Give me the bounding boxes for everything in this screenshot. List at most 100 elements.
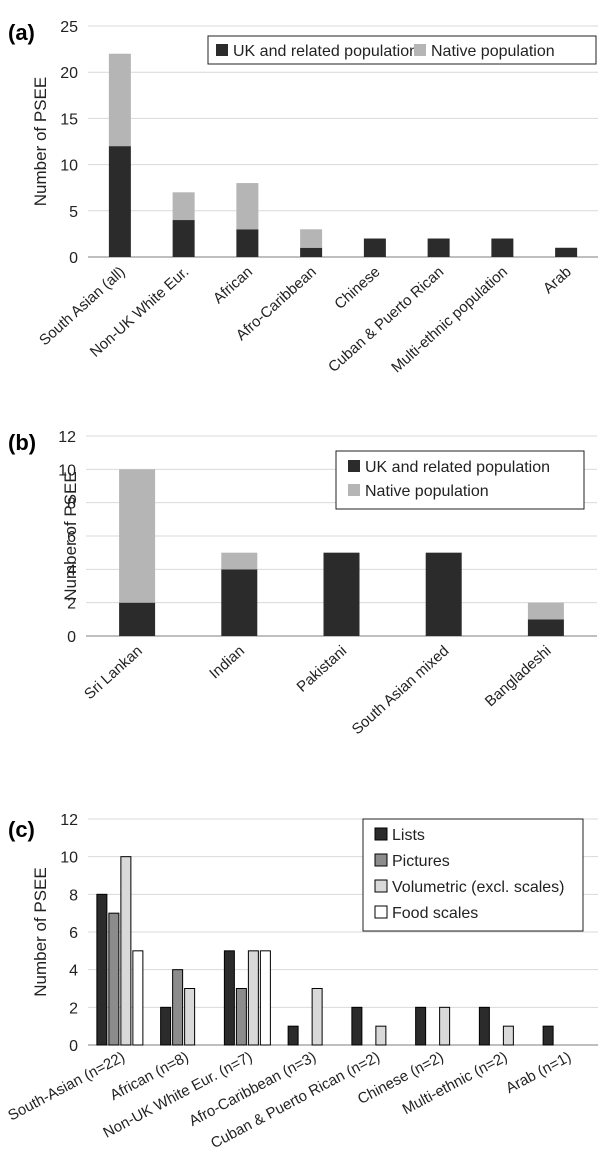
- legend-swatch: [414, 44, 426, 56]
- bar-native-0: [119, 469, 156, 603]
- bar-native-3: [300, 229, 323, 248]
- y-tick-label: 12: [60, 812, 78, 829]
- bar-uk-related-1: [221, 569, 258, 636]
- bar-volumetric-5: [439, 1006, 451, 1046]
- legend-a: UK and related population Native populati…: [207, 35, 597, 65]
- bar-uk-related-2: [323, 552, 360, 636]
- legend-box: [207, 35, 597, 65]
- y-tick-label: 10: [60, 158, 78, 175]
- y-tick-label: 5: [69, 204, 78, 221]
- bar-pictures-0: [108, 912, 120, 1046]
- bar-uk-related-7: [555, 247, 578, 257]
- bar-uk-related-3: [425, 552, 462, 636]
- y-tick-label: 12: [58, 429, 76, 446]
- x-tick-label: Chinese: [331, 263, 383, 312]
- panel-label-c: (c): [8, 817, 35, 842]
- legend-swatch: [348, 484, 360, 496]
- bar-volumetric-1: [184, 988, 196, 1046]
- x-tick-label: South Asian mixed: [349, 642, 453, 738]
- bar-lists-1: [160, 1006, 172, 1046]
- y-axis-title: Number of PSEE: [61, 471, 80, 600]
- legend-label: Food scales: [392, 905, 478, 922]
- x-tick-label: Pakistani: [294, 642, 351, 695]
- legend-b: UK and related population Native populati…: [335, 450, 585, 510]
- legend-label: Pictures: [392, 853, 450, 870]
- chart-panel-b: (b) 0 2 4 6 8 10 12 Number of PSEE Sri Lankan Indi…: [8, 429, 597, 738]
- bar-native-1: [221, 552, 258, 570]
- y-tick-label: 4: [67, 562, 76, 579]
- bar-food-0: [132, 950, 144, 1046]
- bar-uk-related-6: [491, 238, 514, 257]
- bar-volumetric-4: [375, 1025, 387, 1046]
- bar-uk-related-3: [300, 247, 323, 257]
- x-tick-label: African: [210, 263, 256, 307]
- bar-uk-related-4: [527, 619, 564, 636]
- legend-swatch: [374, 905, 388, 919]
- bar-native-4: [527, 602, 564, 620]
- legend-label: Volumetric (excl. scales): [392, 879, 565, 896]
- bar-volumetric-2: [247, 950, 259, 1046]
- x-tick-label: Multi-ethnic population: [388, 263, 511, 376]
- y-tick-label: 25: [60, 19, 78, 36]
- x-tick-label: Arab (n=1): [503, 1049, 574, 1097]
- y-tick-label: 20: [60, 65, 78, 82]
- y-tick-label: 4: [69, 963, 78, 980]
- x-tick-label: South-Asian (n=22): [5, 1049, 127, 1125]
- bar-pictures-2: [235, 988, 247, 1046]
- x-tick-label: Bangladeshi: [482, 642, 555, 710]
- legend-label: UK and related population: [365, 459, 550, 476]
- y-tick-label: 10: [60, 850, 78, 867]
- legend-box: [362, 818, 584, 932]
- legend-swatch: [374, 879, 388, 893]
- y-axis-title: Number of PSEE: [31, 867, 50, 996]
- bar-uk-related-1: [172, 220, 195, 257]
- y-tick-label: 2: [69, 1000, 78, 1017]
- panel-label-b: (b): [8, 430, 36, 455]
- bar-uk-related-4: [363, 238, 386, 257]
- legend-label: Native population: [365, 483, 489, 500]
- bar-volumetric-6: [502, 1025, 514, 1046]
- legend-swatch: [348, 460, 360, 472]
- y-tick-label: 0: [69, 1038, 78, 1055]
- x-tick-label: Arab: [540, 263, 575, 297]
- bar-uk-related-0: [119, 602, 156, 636]
- legend-label: Lists: [392, 827, 425, 844]
- x-tick-label: Cuban & Puerto Rican: [325, 263, 447, 376]
- x-tick-label: Indian: [206, 642, 248, 682]
- legend-box: [335, 450, 585, 510]
- bar-native-2: [236, 183, 259, 230]
- bar-lists-2: [223, 950, 235, 1046]
- y-tick-label: 6: [69, 925, 78, 942]
- y-tick-label: 6: [67, 529, 76, 546]
- x-tick-label: Multi-ethnic (n=2): [400, 1049, 511, 1119]
- y-tick-label: 10: [58, 462, 76, 479]
- bar-lists-4: [351, 1006, 363, 1046]
- bar-volumetric-3: [311, 988, 323, 1046]
- chart-panel-c: (c) 0 2 4 6 8 10 12 Number of PSEE South-Asian (n…: [5, 812, 598, 1152]
- legend-swatch: [374, 827, 388, 841]
- y-tick-label: 0: [67, 629, 76, 646]
- y-axis-title: Number of PSEE: [31, 77, 50, 206]
- bar-volumetric-0: [120, 856, 132, 1046]
- bar-uk-related-2: [236, 229, 259, 257]
- legend-label: UK and related population: [233, 43, 418, 60]
- y-tick-label: 8: [69, 887, 78, 904]
- y-tick-label: 15: [60, 111, 78, 128]
- legend-swatch: [374, 853, 388, 867]
- bar-lists-3: [287, 1025, 299, 1046]
- y-tick-label: 0: [69, 250, 78, 267]
- legend-c: Lists Pictures Volumetric (excl. scales) Fo…: [362, 818, 584, 932]
- x-tick-label: Sri Lankan: [81, 642, 146, 703]
- y-tick-label: 2: [67, 596, 76, 613]
- bar-native-0: [108, 53, 131, 147]
- bar-pictures-1: [172, 969, 184, 1046]
- legend-label: Native population: [431, 43, 555, 60]
- bar-lists-5: [415, 1006, 427, 1046]
- panel-label-a: (a): [8, 20, 35, 45]
- bar-native-1: [172, 192, 195, 221]
- y-tick-label: 8: [67, 496, 76, 513]
- bar-uk-related-0: [108, 146, 131, 257]
- bar-lists-6: [478, 1006, 490, 1046]
- bar-food-2: [259, 950, 271, 1046]
